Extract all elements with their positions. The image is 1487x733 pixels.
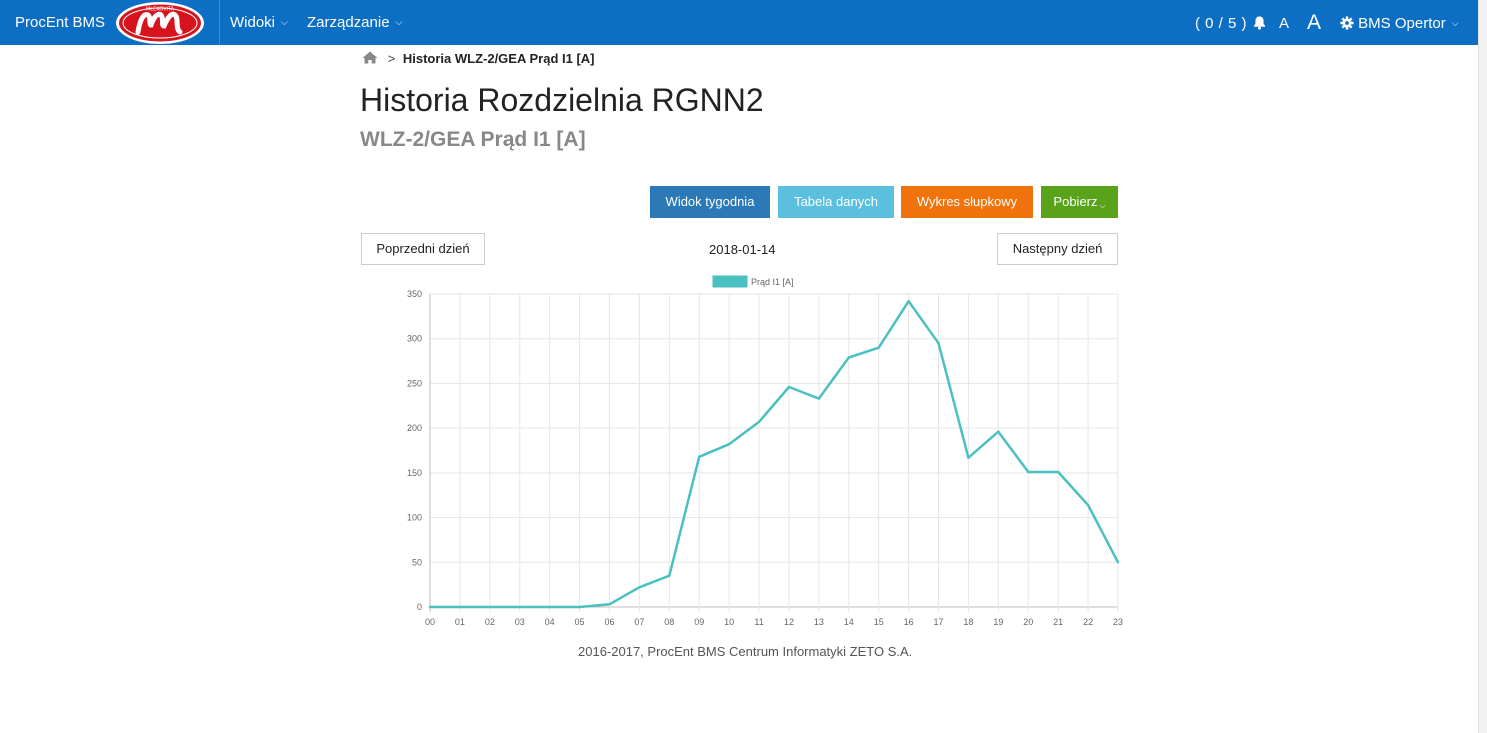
data-point xyxy=(877,346,880,349)
data-point xyxy=(1116,561,1120,564)
data-point xyxy=(518,605,521,609)
x-tick-label: 06 xyxy=(604,617,614,627)
x-tick-label: 04 xyxy=(545,617,555,627)
current-date: 2018-01-14 xyxy=(709,242,776,257)
user-name: BMS Opertor xyxy=(1358,15,1446,32)
x-tick-label: 15 xyxy=(874,617,884,627)
y-tick-label: 100 xyxy=(407,513,422,523)
y-tick-label: 150 xyxy=(407,468,422,478)
x-tick-label: 13 xyxy=(814,617,824,627)
x-tick-label: 09 xyxy=(694,617,704,627)
data-point xyxy=(548,605,551,609)
x-tick-label: 07 xyxy=(634,617,644,627)
menu-widoki-label: Widoki xyxy=(230,14,276,31)
y-tick-label: 350 xyxy=(407,289,422,299)
x-tick-label: 22 xyxy=(1083,617,1093,627)
data-point xyxy=(668,574,671,577)
data-point xyxy=(967,456,970,459)
data-point xyxy=(757,420,761,424)
chevron-down-icon: ⌵ xyxy=(1451,18,1459,28)
page-subtitle: WLZ-2/GEA Prąd I1 [A] xyxy=(360,128,586,151)
x-tick-label: 03 xyxy=(515,617,525,627)
menu-zarzadzanie[interactable]: Zarządzanie ⌵ xyxy=(307,14,402,31)
legend-label: Prąd I1 [A] xyxy=(751,277,794,287)
home-icon[interactable] xyxy=(362,51,378,64)
x-tick-label: 01 xyxy=(455,617,465,627)
top-navbar: ProcEnt BMS MLEKOVITA Widoki ⌵ Zarządzani… xyxy=(0,0,1478,45)
breadcrumb-separator: > xyxy=(387,51,396,66)
bar-chart-button[interactable]: Wykres słupkowy xyxy=(901,186,1033,218)
x-tick-label: 18 xyxy=(963,617,973,627)
next-day-button[interactable]: Następny dzień xyxy=(997,233,1118,265)
x-tick-label: 12 xyxy=(784,617,794,627)
previous-day-button[interactable]: Poprzedni dzień xyxy=(361,233,485,265)
x-tick-label: 10 xyxy=(724,617,734,627)
alarm-counter[interactable]: ( 0 / 5 ) xyxy=(1195,15,1267,60)
data-point xyxy=(458,605,462,609)
download-button[interactable]: Pobierz ⌵ xyxy=(1041,186,1118,218)
font-size-small-button[interactable]: A xyxy=(1279,15,1290,32)
x-tick-label: 21 xyxy=(1053,617,1063,627)
nav-divider xyxy=(219,0,220,45)
data-point xyxy=(907,299,910,303)
data-point xyxy=(817,397,821,400)
data-table-button[interactable]: Tabela danych xyxy=(778,186,894,218)
x-tick-label: 11 xyxy=(754,617,763,627)
data-point xyxy=(428,605,432,609)
data-point xyxy=(1086,503,1090,507)
data-point xyxy=(608,603,611,606)
legend-swatch xyxy=(712,275,748,288)
data-point xyxy=(787,385,791,389)
x-tick-label: 08 xyxy=(664,617,674,627)
x-tick-label: 17 xyxy=(934,617,944,627)
menu-widoki[interactable]: Widoki ⌵ xyxy=(230,14,288,31)
data-point xyxy=(638,586,641,589)
chevron-down-icon: ⌵ xyxy=(281,17,288,27)
data-point xyxy=(937,341,940,345)
bell-icon xyxy=(1253,16,1265,30)
current-history-chart: 0 50 100 150 200 250 300 350 00 01 02 03 04 05 06 07 08 0… xyxy=(407,275,1123,627)
logo-text: MLEKOVITA xyxy=(146,7,175,13)
y-tick-label: 50 xyxy=(412,557,422,567)
data-point xyxy=(578,605,581,609)
breadcrumb: > Historia WLZ-2/GEA Prąd I1 [A] xyxy=(362,51,595,66)
mlekovita-logo[interactable]: MLEKOVITA xyxy=(114,1,206,45)
x-tick-label: 16 xyxy=(904,617,914,627)
breadcrumb-current: Historia WLZ-2/GEA Prąd I1 [A] xyxy=(402,51,595,66)
data-point xyxy=(1027,470,1030,474)
data-point xyxy=(698,455,701,458)
brand-link[interactable]: ProcEnt BMS xyxy=(15,14,106,31)
data-point xyxy=(997,430,1000,433)
y-tick-label: 300 xyxy=(407,334,422,344)
y-tick-label: 250 xyxy=(407,378,422,388)
x-tick-label: 14 xyxy=(844,617,854,627)
user-menu[interactable]: BMS Opertor ⌵ xyxy=(1340,15,1459,60)
page-title: Historia Rozdzielnia RGNN2 xyxy=(360,82,764,118)
footer-text: 2016-2017, ProcEnt BMS Centrum Informaty… xyxy=(578,644,913,659)
x-tick-label: 00 xyxy=(425,617,435,627)
x-tick-label: 23 xyxy=(1113,617,1123,627)
data-point xyxy=(1056,470,1060,474)
data-point xyxy=(847,356,850,359)
series-line xyxy=(430,299,1120,609)
data-point xyxy=(488,605,492,609)
alarm-counter-text: ( 0 / 5 ) xyxy=(1195,15,1248,32)
gear-icon xyxy=(1340,16,1354,30)
chevron-down-icon: ⌵ xyxy=(395,17,403,27)
menu-zarzadzanie-label: Zarządzanie xyxy=(307,14,390,31)
page-scrollbar[interactable] xyxy=(1478,0,1487,733)
x-tick-label: 20 xyxy=(1023,617,1033,627)
data-point xyxy=(727,443,731,446)
x-tick-label: 19 xyxy=(993,617,1003,627)
x-tick-label: 02 xyxy=(485,617,495,627)
font-size-large-button[interactable]: A xyxy=(1307,11,1322,34)
x-tick-label: 05 xyxy=(575,617,585,627)
download-label: Pobierz xyxy=(1053,194,1098,209)
chevron-down-icon: ⌵ xyxy=(1099,201,1106,210)
y-tick-label: 200 xyxy=(407,423,422,433)
week-view-button[interactable]: Widok tygodnia xyxy=(650,186,770,218)
y-tick-label: 0 xyxy=(417,602,422,612)
